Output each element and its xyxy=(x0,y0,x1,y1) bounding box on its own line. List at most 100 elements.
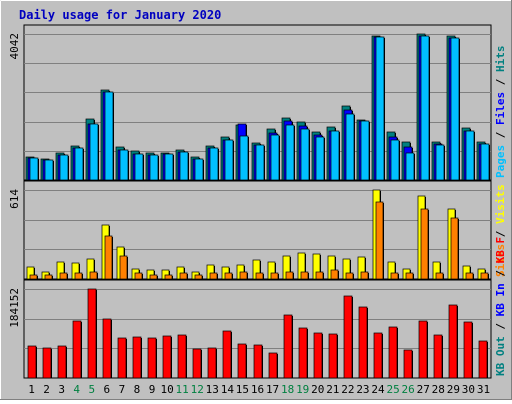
bar-kb-f-day-19 xyxy=(298,327,308,379)
legend-kbytes: KB Out / KB In / KB F xyxy=(494,237,507,376)
bar-kb-f-day-28 xyxy=(433,334,443,379)
y-max-label: 184152 xyxy=(8,288,21,328)
bar-sites-day-10 xyxy=(164,274,173,280)
x-tick-label-day-14: 14 xyxy=(221,383,235,396)
bar-pages-day-18 xyxy=(285,124,295,181)
bar-kb-f-day-4 xyxy=(72,320,82,379)
x-tick-label-day-2: 2 xyxy=(43,383,50,396)
bar-pages-day-27 xyxy=(420,35,430,181)
x-tick-label-day-5: 5 xyxy=(88,383,95,396)
legend-separator: / xyxy=(494,224,507,244)
legend-separator: / xyxy=(494,125,507,145)
bar-sites-day-3 xyxy=(59,272,68,280)
panel-visits-sites: 614 Sites / Visits xyxy=(8,180,507,280)
x-tick-label-day-23: 23 xyxy=(356,383,369,396)
x-tick-label-day-19: 19 xyxy=(296,383,309,396)
bar-kb-f-day-23 xyxy=(358,306,368,379)
bar-kb-f-day-31 xyxy=(478,340,488,379)
bar-pages-day-3 xyxy=(59,154,69,181)
x-tick-label-day-15: 15 xyxy=(236,383,249,396)
bar-pages-day-19 xyxy=(300,128,310,181)
x-tick-label-day-9: 9 xyxy=(149,383,156,396)
bar-sites-day-30 xyxy=(465,272,474,280)
x-axis-labels: 1 2 3 4 5 6 7 8 9 10 11 12 13 14 15 16 17 18 19 20 21 22 23 24 2… xyxy=(28,383,490,396)
bar-pages-day-31 xyxy=(480,143,490,181)
bar-pages-day-17 xyxy=(270,134,280,181)
bar-kb-f-day-11 xyxy=(177,334,187,379)
bar-kb-f-day-10 xyxy=(162,335,172,379)
bar-pages-day-7 xyxy=(119,149,129,181)
x-tick-label-day-24: 24 xyxy=(371,383,385,396)
bar-pages-day-5 xyxy=(89,123,99,181)
bar-sites-day-6 xyxy=(104,235,113,280)
legend-label: Sites / Visits xyxy=(494,184,507,277)
x-tick-label-day-18: 18 xyxy=(281,383,294,396)
bar-kb-f-day-8 xyxy=(132,336,142,379)
bar-pages-day-24 xyxy=(375,36,385,181)
bar-kb-f-day-2 xyxy=(42,347,52,379)
bar-pages-day-29 xyxy=(450,37,460,181)
bar-kb-f-day-17 xyxy=(268,352,278,379)
bar-kb-f-day-20 xyxy=(313,332,323,379)
x-tick-label-day-1: 1 xyxy=(28,383,35,396)
bar-pages-day-9 xyxy=(149,154,159,181)
bar-sites-day-27 xyxy=(420,208,429,280)
bar-kb-f-day-22 xyxy=(343,295,353,379)
bar-sites-day-19 xyxy=(300,271,309,280)
bar-pages-day-4 xyxy=(74,147,84,181)
legend-visits-sites: Sites / Visits xyxy=(494,184,507,277)
legend-label: KB Out / KB In / KB F xyxy=(494,237,507,376)
legend-entry-visits: Visits xyxy=(494,184,507,224)
panel-hits-files-pages: 4042 Pages / Files / Hits xyxy=(8,24,507,181)
bar-pages-day-21 xyxy=(330,130,340,181)
x-tick-label-day-13: 13 xyxy=(206,383,219,396)
x-tick-label-day-10: 10 xyxy=(160,383,173,396)
legend-entry-kb-f: KB F xyxy=(494,237,507,264)
legend-entry-sites: Sites xyxy=(494,244,507,277)
legend-entry-hits: Hits xyxy=(494,46,507,73)
bar-sites-day-12 xyxy=(194,274,203,280)
bar-sites-day-25 xyxy=(390,272,399,280)
bar-kb-f-day-5 xyxy=(87,288,97,379)
bar-kb-f-day-25 xyxy=(388,326,398,379)
bar-pages-day-1 xyxy=(29,157,39,181)
bar-sites-day-7 xyxy=(119,255,128,280)
bar-pages-day-23 xyxy=(360,120,370,181)
bar-kb-f-day-7 xyxy=(117,337,127,379)
x-tick-label-day-25: 25 xyxy=(386,383,399,396)
bar-kb-f-day-3 xyxy=(57,345,67,379)
bar-sites-day-26 xyxy=(405,272,414,280)
bar-pages-day-11 xyxy=(179,151,189,181)
bar-sites-day-13 xyxy=(209,272,218,280)
bar-sites-day-1 xyxy=(29,274,38,280)
bar-sites-day-29 xyxy=(450,217,459,280)
bar-kb-f-day-18 xyxy=(283,314,293,379)
x-tick-label-day-3: 3 xyxy=(58,383,65,396)
panel-kbytes: 184152 KB Out / KB In / KB F xyxy=(8,237,507,379)
bar-kb-f-day-24 xyxy=(373,332,383,379)
legend-entry-kb-out: KB Out xyxy=(494,336,507,376)
legend-hits-files-pages: Pages / Files / Hits xyxy=(494,46,507,179)
bar-kb-f-day-15 xyxy=(237,343,247,379)
y-max-label: 614 xyxy=(8,189,21,209)
x-tick-label-day-21: 21 xyxy=(326,383,339,396)
legend-separator: / xyxy=(494,72,507,92)
bar-pages-day-16 xyxy=(255,144,265,181)
x-tick-label-day-12: 12 xyxy=(191,383,204,396)
bar-pages-day-10 xyxy=(164,153,174,181)
bar-kb-f-day-27 xyxy=(418,320,428,379)
bar-kb-f-day-6 xyxy=(102,318,112,379)
bar-sites-day-9 xyxy=(149,274,158,280)
legend-entry-kb-in: KB In xyxy=(494,283,507,316)
bar-kb-f-day-16 xyxy=(253,344,263,379)
bar-kb-f-day-14 xyxy=(222,330,232,379)
x-tick-label-day-17: 17 xyxy=(266,383,279,396)
x-tick-label-day-27: 27 xyxy=(417,383,430,396)
bar-kb-f-day-21 xyxy=(328,333,338,379)
bar-pages-day-12 xyxy=(194,158,204,181)
x-tick-label-day-7: 7 xyxy=(119,383,126,396)
bar-kb-f-day-12 xyxy=(192,348,202,379)
bar-kb-f-day-1 xyxy=(27,345,37,379)
x-tick-label-day-28: 28 xyxy=(432,383,445,396)
